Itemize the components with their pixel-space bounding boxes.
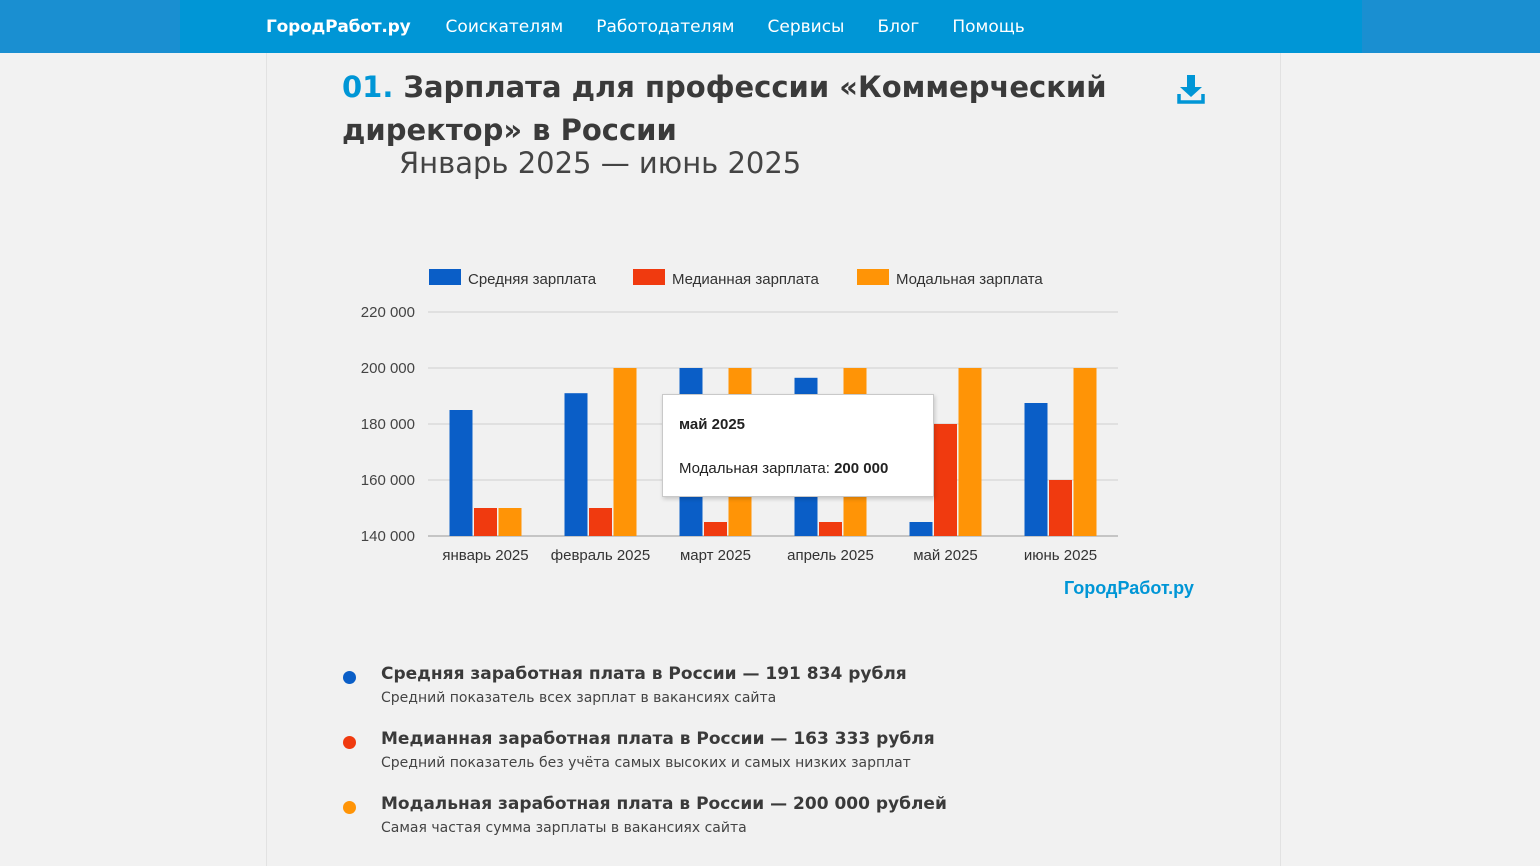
x-tick-label: май 2025 [913, 547, 978, 564]
stat-median-desc: Средний показатель без учёта самых высок… [381, 755, 911, 771]
bar [564, 393, 588, 536]
main-nav: ГородРабот.ру Соискателям Работодателям … [266, 0, 1058, 53]
bar [1073, 368, 1097, 536]
bar [449, 410, 473, 536]
bar [909, 522, 933, 536]
bar [474, 508, 497, 536]
tooltip-label: Модальная зарплата: [679, 460, 835, 477]
legend-label: Медианная зарплата [672, 271, 820, 288]
stat-average-title: Средняя заработная плата в России — 191 … [381, 664, 907, 684]
nav-item-blog[interactable]: Блог [877, 16, 920, 37]
legend-swatch [633, 269, 665, 285]
stat-average-desc: Средний показатель всех зарплат в ваканс… [381, 690, 777, 706]
y-tick-label: 200 000 [361, 360, 415, 377]
bar [613, 368, 637, 536]
site-logo[interactable]: ГородРабот.ру [266, 16, 411, 37]
x-tick-label: апрель 2025 [787, 547, 874, 564]
nav-edge-left [0, 0, 180, 53]
stat-modal-desc: Самая частая сумма зарплаты в вакансиях … [381, 820, 747, 836]
section-number: 01. [342, 70, 394, 104]
legend-label: Средняя зарплата [468, 271, 597, 288]
bar [1049, 480, 1072, 536]
bar [819, 522, 842, 536]
legend-label: Модальная зарплата [896, 271, 1043, 288]
y-tick-label: 160 000 [361, 472, 415, 489]
x-tick-label: июнь 2025 [1024, 547, 1097, 564]
x-tick-label: февраль 2025 [551, 547, 650, 564]
y-tick-label: 140 000 [361, 528, 415, 545]
bar [958, 368, 982, 536]
nav-edge-right [1362, 0, 1540, 53]
nav-item-services[interactable]: Сервисы [767, 16, 845, 37]
stat-average-dot [343, 671, 356, 684]
section-title-line1: Зарплата для профессии «Коммерческий [403, 70, 1107, 104]
y-tick-label: 220 000 [361, 304, 415, 321]
top-navigation-bar: ГородРабот.ру Соискателям Работодателям … [0, 0, 1540, 53]
section-period: Январь 2025 — июнь 2025 [399, 146, 802, 180]
chart-watermark: ГородРабот.ру [1064, 578, 1194, 598]
section-heading: 01. Зарплата для профессии «Коммерческий … [342, 66, 1122, 152]
bar [704, 522, 727, 536]
legend-swatch [857, 269, 889, 285]
tooltip-line: Модальная зарплата: 200 000 [679, 460, 888, 477]
stat-median-title: Медианная заработная плата в России — 16… [381, 729, 935, 749]
bar [934, 424, 957, 536]
x-tick-label: январь 2025 [442, 547, 528, 564]
nav-item-employers[interactable]: Работодателям [596, 16, 735, 37]
legend-swatch [429, 269, 461, 285]
section-title-line2: директор» в России [342, 113, 677, 147]
tooltip-value: 200 000 [834, 460, 889, 477]
y-tick-label: 180 000 [361, 416, 415, 433]
bar [1024, 403, 1048, 536]
stat-median-dot [343, 736, 356, 749]
bar [498, 508, 522, 536]
nav-item-job-seekers[interactable]: Соискателям [445, 16, 564, 37]
stat-modal-title: Модальная заработная плата в России — 20… [381, 794, 947, 814]
x-tick-label: март 2025 [680, 547, 751, 564]
nav-item-help[interactable]: Помощь [952, 16, 1025, 37]
chart-tooltip: май 2025 Модальная зарплата: 200 000 [662, 394, 934, 497]
stat-modal-dot [343, 801, 356, 814]
bar [589, 508, 612, 536]
download-icon[interactable] [1176, 73, 1206, 105]
tooltip-title: май 2025 [679, 416, 745, 433]
